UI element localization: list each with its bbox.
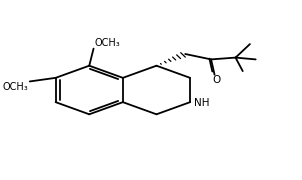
Text: NH: NH xyxy=(194,98,210,108)
Text: OCH₃: OCH₃ xyxy=(3,82,28,92)
Text: O: O xyxy=(213,75,221,86)
Text: OCH₃: OCH₃ xyxy=(95,38,121,48)
